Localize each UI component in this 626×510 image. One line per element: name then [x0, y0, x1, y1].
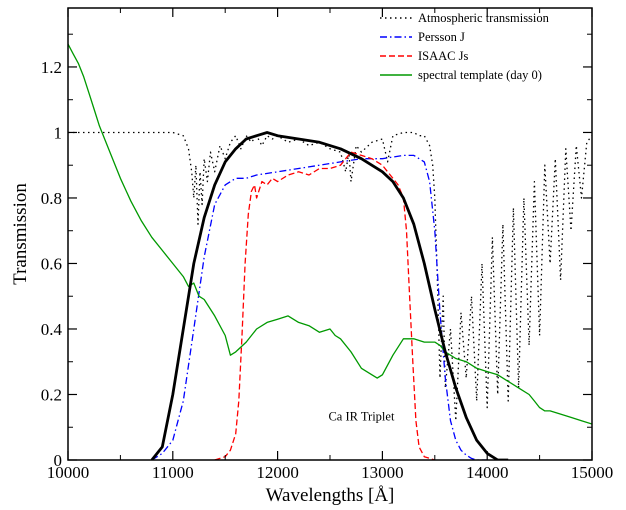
legend-label-isaac-js: ISAAC Js	[418, 49, 468, 63]
y-tick-label: 0	[54, 451, 63, 470]
series-line-atmospheric-transmission	[68, 131, 592, 422]
annotations: Ca IR Triplet	[328, 410, 395, 424]
series-line-thick-black-curve	[150, 131, 509, 460]
legend-label-persson-j: Persson J	[418, 30, 465, 44]
y-tick-label: 0.2	[41, 385, 62, 404]
x-axis-title: Wavelengths [Å]	[266, 485, 395, 506]
y-tick-label: 0.4	[41, 320, 63, 339]
x-tick-label: 10000	[47, 463, 90, 482]
y-axis-title: Transmission	[10, 183, 31, 285]
legend: Atmospheric transmission Persson J ISAAC J…	[380, 11, 550, 82]
series-line-isaac-js	[214, 151, 435, 460]
x-tick-label: 14000	[466, 463, 509, 482]
y-tick-label: 1	[54, 123, 63, 142]
plot-background	[68, 8, 592, 460]
x-tick-label: 11000	[152, 463, 194, 482]
series-line-spectral-template-day-0	[68, 43, 592, 425]
x-tick-label: 15000	[571, 463, 614, 482]
annotation-ca-ir-triplet: Ca IR Triplet	[328, 410, 395, 424]
legend-label-atmospheric-transmission: Atmospheric transmission	[418, 11, 550, 25]
y-tick-label: 1.2	[41, 58, 62, 77]
y-tick-label: 0.8	[41, 189, 62, 208]
ticks-layer: 10000 11000 12000 13000 14000 15000 0 0.2 0.4 0.6…	[41, 8, 614, 482]
x-tick-label: 13000	[361, 463, 404, 482]
x-tick-label: 12000	[256, 463, 299, 482]
y-tick-label: 0.6	[41, 254, 62, 273]
series-layer	[68, 43, 592, 460]
legend-label-spectral-template-day-0: spectral template (day 0)	[418, 68, 542, 82]
